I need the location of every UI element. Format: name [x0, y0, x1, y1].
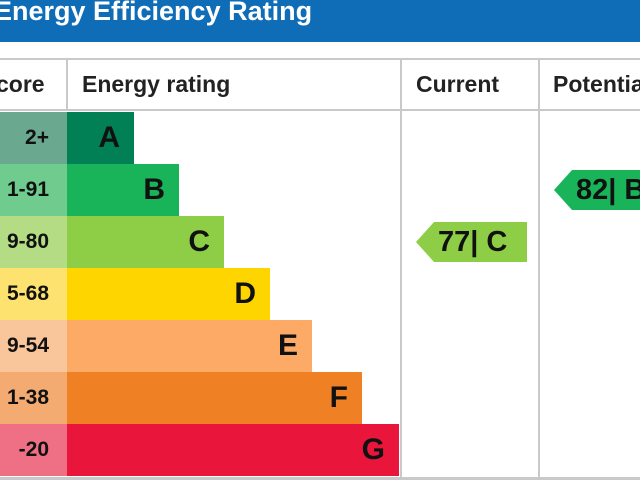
header-score: core: [0, 71, 45, 97]
band-score-g: -20: [0, 424, 67, 476]
current-rating-label: 77| C: [438, 225, 508, 258]
band-bar-f: F: [67, 372, 362, 424]
header-bottom-border: [0, 109, 640, 111]
band-bar-a: A: [67, 112, 134, 164]
band-score-c: 9-80: [0, 216, 67, 268]
header-energy-rating: Energy rating: [82, 71, 231, 97]
chart-title: Energy Efficiency Rating: [0, 0, 313, 26]
band-letter-e: E: [277, 329, 298, 362]
column-divider-current: [538, 58, 540, 480]
band-bar-g: G: [67, 424, 399, 476]
band-bar-e: E: [67, 320, 312, 372]
band-score-a: 2+: [0, 112, 67, 164]
header-current: Current: [416, 71, 500, 97]
band-bar-c: C: [67, 216, 224, 268]
band-letter-d: D: [234, 277, 256, 310]
band-letter-g: G: [361, 433, 385, 466]
header-top-border: [0, 58, 640, 60]
current-rating-arrow: 77| C: [416, 222, 527, 262]
title-bar: Energy Efficiency Rating: [0, 0, 640, 42]
column-divider-rating: [400, 58, 402, 480]
band-bar-d: D: [67, 268, 270, 320]
band-score-b: 1-91: [0, 164, 67, 216]
band-score-f: 1-38: [0, 372, 67, 424]
band-score-d: 5-68: [0, 268, 67, 320]
band-letter-b: B: [143, 173, 165, 206]
potential-rating-label: 82| B: [576, 173, 640, 206]
footer-border: [0, 477, 640, 480]
band-letter-a: A: [98, 121, 120, 154]
potential-rating-arrow: 82| B: [554, 170, 640, 210]
band-score-e: 9-54: [0, 320, 67, 372]
column-divider-score: [66, 58, 68, 110]
band-letter-c: C: [188, 225, 210, 258]
header-potential: Potentia: [553, 71, 640, 97]
band-letter-f: F: [329, 381, 348, 414]
band-bar-b: B: [67, 164, 179, 216]
